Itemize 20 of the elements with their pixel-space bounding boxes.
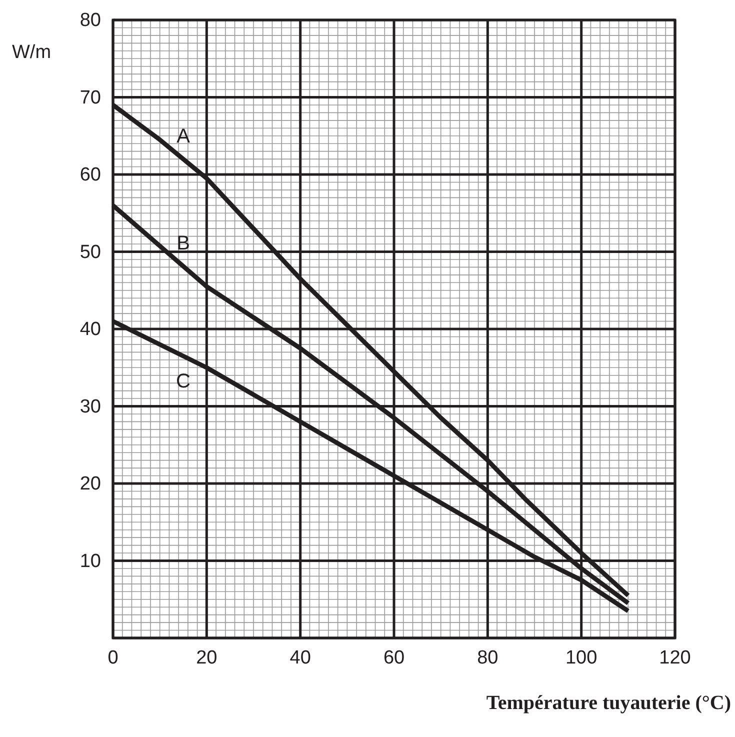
y-tick-label: 80: [80, 10, 101, 32]
y-tick-label: 30: [80, 396, 101, 418]
y-tick-label: 50: [80, 242, 101, 263]
y-tick-label: 20: [80, 474, 101, 495]
x-tick-label: 0: [108, 647, 118, 668]
y-tick-label: 70: [80, 87, 101, 108]
x-tick-label: 120: [659, 647, 691, 668]
series-label: A: [176, 125, 191, 148]
x-tick-label: 80: [477, 647, 498, 668]
y-axis-title: W/m: [12, 42, 52, 63]
y-tick-label: 40: [80, 319, 101, 340]
x-tick-label: 100: [565, 647, 598, 668]
x-axis-title: Température tuyauterie (°C): [486, 692, 731, 714]
x-tick-label: 60: [383, 647, 405, 668]
y-tick-label: 60: [80, 164, 101, 186]
series-label: C: [176, 370, 190, 392]
series-label: B: [176, 232, 190, 255]
x-tick-label: 20: [196, 647, 218, 668]
x-tick-label: 40: [290, 647, 311, 668]
y-tick-label: 10: [80, 550, 101, 572]
